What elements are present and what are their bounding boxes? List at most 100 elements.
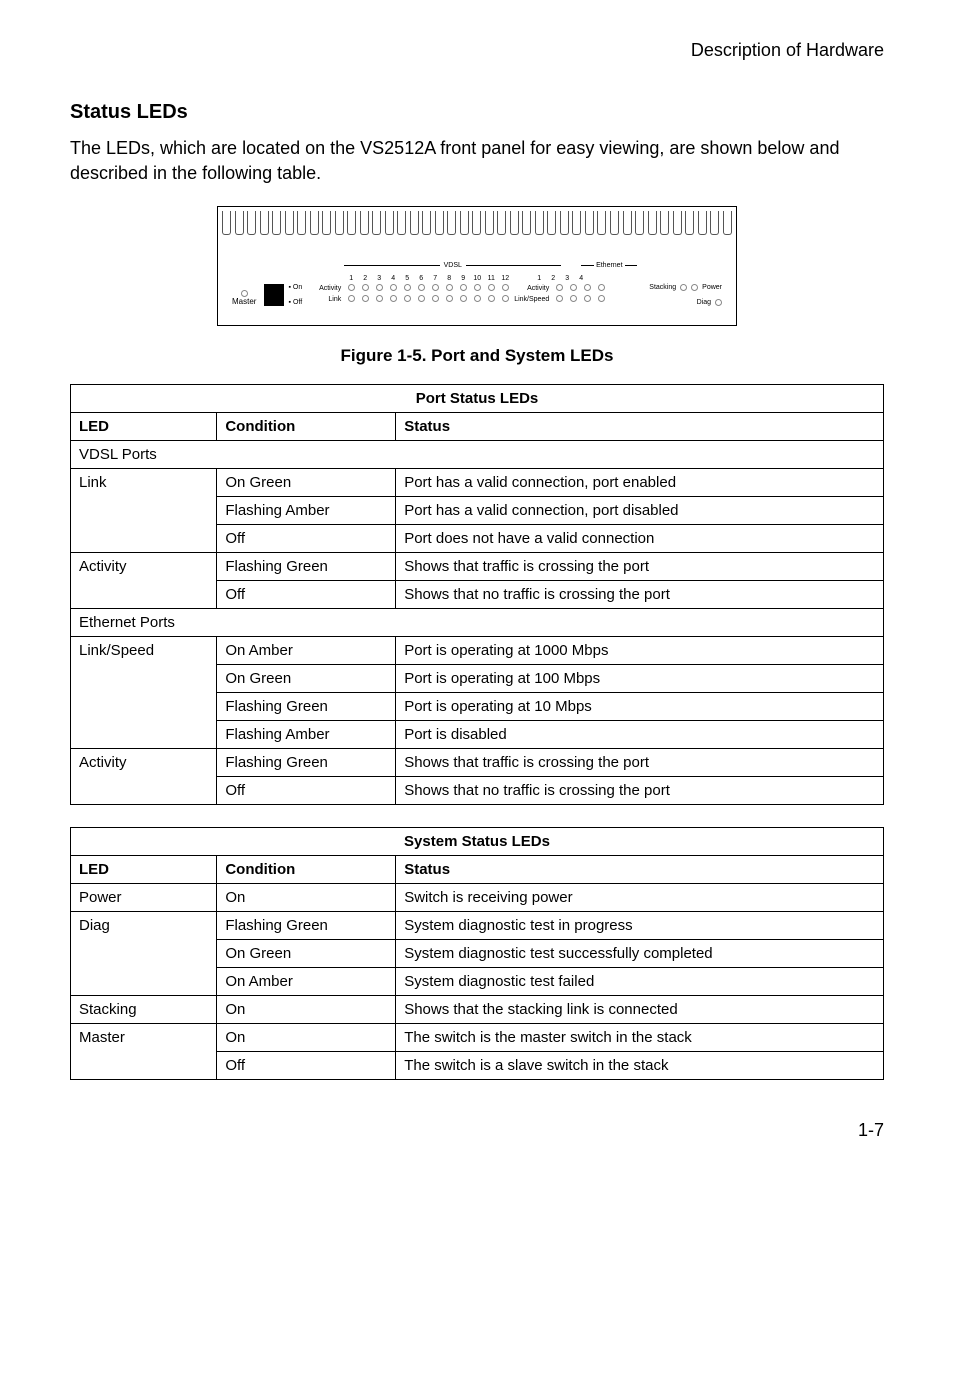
port-led-icon — [362, 284, 369, 291]
cell-condition: Flashing Green — [217, 553, 396, 581]
cell-status: Shows that the stacking link is connecte… — [396, 996, 884, 1024]
cell-status: Port has a valid connection, port disabl… — [396, 497, 884, 525]
port-led-icon — [502, 295, 509, 302]
cell-condition: On Green — [217, 469, 396, 497]
sys-col-led: LED — [71, 856, 217, 884]
led-grid: VDSL Ethernet 1234567891011121234 Activi… — [312, 265, 637, 306]
section-title: Status LEDs — [70, 101, 884, 124]
port-led-icon — [404, 295, 411, 302]
vent-slot — [222, 211, 231, 235]
port-led-icon — [376, 295, 383, 302]
row-label: Activity — [512, 285, 552, 292]
section-vdsl: VDSL Ports — [71, 441, 884, 469]
power-switch — [264, 284, 284, 306]
intro-paragraph: The LEDs, which are located on the VS251… — [70, 136, 884, 186]
port-led-icon — [348, 295, 355, 302]
cell-condition: Flashing Amber — [217, 721, 396, 749]
cell-condition: Flashing Amber — [217, 497, 396, 525]
vent-slot — [247, 211, 256, 235]
vent-slot — [698, 211, 707, 235]
cell-condition: On Green — [217, 940, 396, 968]
port-number: 12 — [498, 275, 512, 282]
cell-condition: Flashing Green — [217, 693, 396, 721]
cell-status: System diagnostic test successfully comp… — [396, 940, 884, 968]
cell-condition: On Amber — [217, 637, 396, 665]
figure-caption: Figure 1-5. Port and System LEDs — [70, 346, 884, 366]
off-label: ▪ Off — [288, 299, 302, 306]
port-number: 6 — [414, 275, 428, 282]
port-led-icon — [488, 284, 495, 291]
table-row: ActivityFlashing GreenShows that traffic… — [71, 553, 884, 581]
cell-condition: Off — [217, 777, 396, 805]
page-number: 1-7 — [70, 1120, 884, 1141]
cell-condition: Off — [217, 1052, 396, 1080]
vent-slot — [560, 211, 569, 235]
vent-slot — [660, 211, 669, 235]
row-label: Link/Speed — [512, 296, 552, 303]
col-status: Status — [396, 413, 884, 441]
ethernet-group-label: Ethernet — [594, 262, 624, 269]
port-led-icon — [404, 284, 411, 291]
port-number: 10 — [470, 275, 484, 282]
port-led-icon — [474, 295, 481, 302]
panel-lower: Master ▪ On ▪ Off VDSL Ethernet — [218, 245, 736, 310]
cell-status: Port is operating at 10 Mbps — [396, 693, 884, 721]
vent-slot — [472, 211, 481, 235]
vent-slot — [447, 211, 456, 235]
vent-slot — [723, 211, 732, 235]
stacking-label: Stacking — [649, 284, 676, 291]
port-led-icon — [570, 295, 577, 302]
col-led: LED — [71, 413, 217, 441]
system-status-table: System Status LEDs LED Condition Status … — [70, 827, 884, 1080]
system-table-title: System Status LEDs — [71, 828, 884, 856]
col-condition: Condition — [217, 413, 396, 441]
port-led-icon — [502, 284, 509, 291]
cell-led: Activity — [71, 749, 217, 805]
cell-condition: Off — [217, 525, 396, 553]
port-led-icon — [432, 295, 439, 302]
port-led-icon — [446, 284, 453, 291]
cell-condition: On — [217, 1024, 396, 1052]
vent-slot — [485, 211, 494, 235]
vent-slot — [435, 211, 444, 235]
cell-status: Switch is receiving power — [396, 884, 884, 912]
cell-status: System diagnostic test in progress — [396, 912, 884, 940]
cell-status: The switch is a slave switch in the stac… — [396, 1052, 884, 1080]
port-numbers-row: 1234567891011121234 — [312, 275, 637, 282]
cell-led: Power — [71, 884, 217, 912]
port-led-icon — [348, 284, 355, 291]
cell-condition: On — [217, 884, 396, 912]
vent-slot — [260, 211, 269, 235]
port-led-icon — [390, 295, 397, 302]
port-number: 3 — [372, 275, 386, 282]
vent-slot — [372, 211, 381, 235]
sys-col-condition: Condition — [217, 856, 396, 884]
link-led-row: Link Link/Speed — [312, 295, 637, 304]
port-number: 2 — [546, 275, 560, 282]
vent-slot — [297, 211, 306, 235]
vent-slot — [610, 211, 619, 235]
vent-slot — [272, 211, 281, 235]
port-led-icon — [460, 295, 467, 302]
cell-status: Shows that traffic is crossing the port — [396, 553, 884, 581]
master-led-icon — [241, 290, 248, 297]
table-row: Link/SpeedOn AmberPort is operating at 1… — [71, 637, 884, 665]
port-led-icon — [418, 284, 425, 291]
stacking-led-icon — [680, 284, 687, 291]
vent-slot — [335, 211, 344, 235]
port-number: 4 — [386, 275, 400, 282]
vent-slot — [385, 211, 394, 235]
device-front-panel: Master ▪ On ▪ Off VDSL Ethernet — [217, 206, 737, 326]
vent-slot — [360, 211, 369, 235]
port-table-title: Port Status LEDs — [71, 385, 884, 413]
port-led-icon — [556, 295, 563, 302]
sys-col-status: Status — [396, 856, 884, 884]
vdsl-group-label: VDSL — [440, 262, 466, 269]
vent-slot — [235, 211, 244, 235]
vent-slot — [310, 211, 319, 235]
section-ethernet: Ethernet Ports — [71, 609, 884, 637]
diag-label: Diag — [697, 299, 711, 306]
cell-status: Shows that no traffic is crossing the po… — [396, 777, 884, 805]
port-number: 1 — [344, 275, 358, 282]
cell-led: Activity — [71, 553, 217, 609]
